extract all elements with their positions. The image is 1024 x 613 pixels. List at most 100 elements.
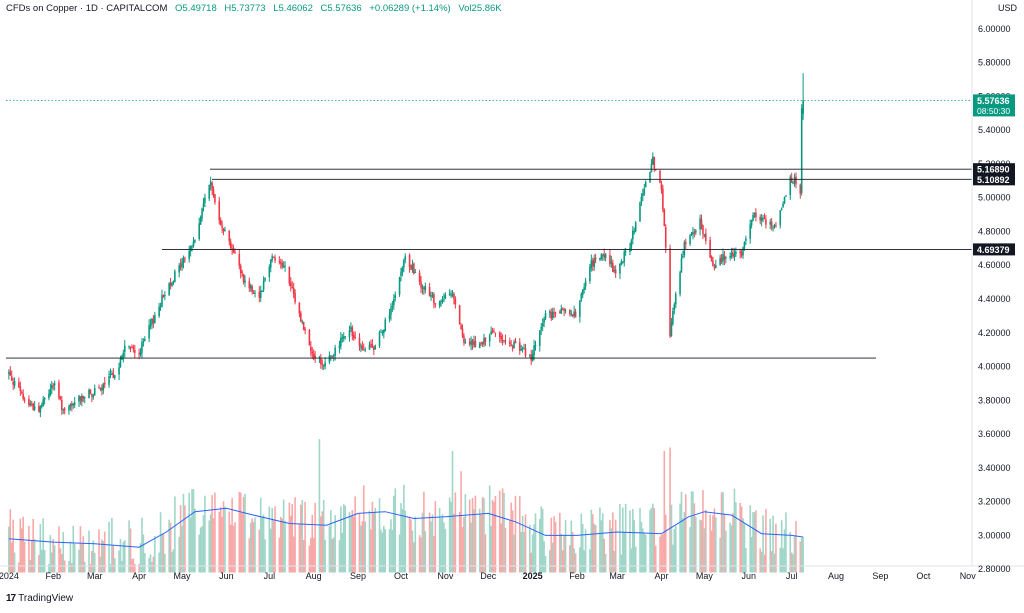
level-price-tag <box>973 163 1015 176</box>
candle-body <box>702 225 704 234</box>
candle-body <box>570 313 573 315</box>
volume-bar <box>134 564 136 573</box>
candle-body <box>22 393 24 399</box>
candle-body <box>311 351 314 354</box>
candle-body <box>229 241 232 248</box>
candle-body <box>10 376 13 381</box>
candle-body <box>443 299 445 301</box>
x-tick-label: Oct <box>394 571 409 581</box>
candle-body <box>551 311 554 319</box>
candle-body <box>769 221 772 225</box>
x-tick-label: Sep <box>350 571 366 581</box>
volume-bar <box>342 504 345 573</box>
candle-body <box>613 270 616 272</box>
volume-bar <box>232 525 235 573</box>
volume-bar <box>521 516 524 573</box>
candle-body <box>623 251 626 262</box>
volume-bar <box>745 548 747 573</box>
y-tick-label: 3.60000 <box>978 429 1011 439</box>
volume-bar <box>795 521 797 573</box>
volume-bar <box>424 531 427 573</box>
close-value: C5.57636 <box>320 3 362 14</box>
candle-body <box>242 273 245 283</box>
volume-bar <box>564 520 567 573</box>
volume-bar <box>544 555 547 573</box>
candle-body <box>710 256 713 262</box>
candle-body <box>181 261 183 267</box>
volume-bar <box>33 539 36 573</box>
candle-body <box>161 295 163 307</box>
volume-bar <box>139 543 142 573</box>
candle-body <box>775 225 777 227</box>
volume-bar <box>599 507 601 573</box>
candle-body <box>18 382 20 388</box>
candle-body <box>352 334 355 338</box>
candle-body <box>563 309 565 311</box>
volume-bar <box>178 537 180 573</box>
candle-body <box>600 254 603 259</box>
candle-body <box>642 193 644 196</box>
x-tick-label: Nov <box>437 571 454 581</box>
x-tick-label: Feb <box>569 571 585 581</box>
volume-bar <box>508 520 511 573</box>
candle-body <box>244 280 246 283</box>
brand-logo[interactable]: 17 TradingView <box>6 593 73 604</box>
volume-bar <box>699 519 701 573</box>
candle-body <box>281 263 284 267</box>
candle-body <box>800 108 803 193</box>
candle-body <box>9 371 12 376</box>
tradingview-logo-icon: 17 <box>6 593 16 604</box>
volume-bar <box>428 512 431 573</box>
volume-bar <box>441 514 444 573</box>
currency-label[interactable]: USD <box>997 3 1017 13</box>
candle-body <box>118 367 120 375</box>
candle-body <box>350 327 352 330</box>
candle-body <box>370 343 372 346</box>
overlay-layer <box>6 100 972 548</box>
candle-body <box>301 321 304 323</box>
candle-body <box>38 406 40 412</box>
volume-bar <box>214 492 216 573</box>
candle-body <box>544 312 547 319</box>
candle-body <box>371 344 374 348</box>
candle-body <box>272 256 275 258</box>
candle-body <box>380 331 382 333</box>
volume-bar <box>662 534 664 573</box>
volume-bar <box>712 515 714 573</box>
volume-bar <box>639 507 641 573</box>
candle-body <box>262 280 265 290</box>
symbol-label[interactable]: CFDs on Copper · 1D · CAPITALCOM <box>6 3 168 14</box>
candle-body <box>410 265 412 270</box>
candle-body <box>601 254 604 256</box>
volume-bar <box>551 542 554 573</box>
candle-body <box>772 227 774 229</box>
volume-bar <box>730 525 733 573</box>
candle-body <box>531 353 534 361</box>
volume-bar <box>348 512 351 573</box>
candle-body <box>192 241 195 247</box>
high-value: H5.73773 <box>224 3 266 14</box>
candle-body <box>789 176 792 196</box>
volume-bar <box>753 512 756 573</box>
x-tick-label: Jun <box>741 571 756 581</box>
candle-body <box>330 355 332 357</box>
candle-body <box>8 372 10 374</box>
candle-body <box>700 219 703 226</box>
volume-bar <box>368 510 371 573</box>
volume-bar <box>311 514 314 573</box>
y-tick-label: 2.80000 <box>978 564 1011 574</box>
volume-bar <box>759 548 761 573</box>
volume-bar <box>543 541 545 573</box>
volume-bar <box>553 516 555 573</box>
candle-body <box>28 398 30 406</box>
candle-body <box>50 385 53 389</box>
candle-body <box>620 261 623 265</box>
volume-bar <box>682 518 684 573</box>
candle-body <box>109 373 112 375</box>
candle-body <box>493 331 495 333</box>
volume-bar <box>611 512 614 573</box>
candle-body <box>378 332 381 347</box>
volume-bar <box>82 536 85 573</box>
candle-body <box>258 291 261 298</box>
